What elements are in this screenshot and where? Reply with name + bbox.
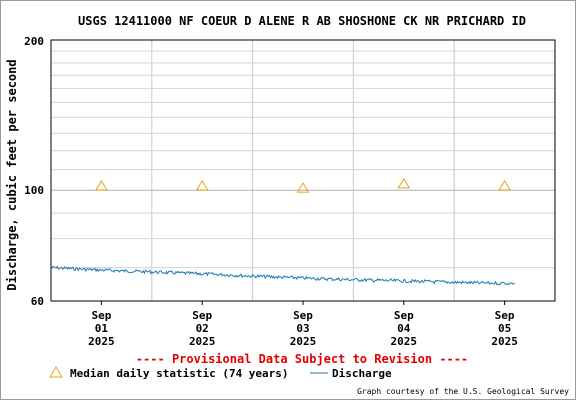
- x-tick-label: Sep: [394, 309, 414, 322]
- median-marker: [195, 180, 209, 191]
- median-marker: [296, 182, 310, 193]
- y-tick-60: 60: [31, 295, 44, 308]
- y-axis-label: Discharge, cubic feet per second: [5, 59, 19, 290]
- legend-median-label: Median daily statistic (74 years): [70, 367, 289, 380]
- plot-border: [50, 39, 556, 302]
- credit-text: Graph courtesy of the U.S. Geological Su…: [357, 387, 569, 396]
- legend-discharge-label: Discharge: [332, 367, 392, 380]
- y-tick-100: 100: [24, 184, 44, 197]
- x-tick-labels: Sep012025Sep022025Sep032025Sep042025Sep0…: [88, 301, 518, 348]
- chart-title: USGS 12411000 NF COEUR D ALENE R AB SHOS…: [78, 14, 526, 28]
- x-tick-label: 2025: [88, 335, 115, 348]
- x-tick-label: 2025: [491, 335, 518, 348]
- x-tick-label: 2025: [189, 335, 216, 348]
- x-tick-label: 2025: [290, 335, 317, 348]
- x-tick-label: 05: [498, 322, 511, 335]
- provisional-notice: ---- Provisional Data Subject to Revisio…: [136, 352, 468, 366]
- x-tick-label: 01: [95, 322, 109, 335]
- median-marker: [397, 177, 411, 189]
- y-tick-labels: 200 100 60: [24, 35, 44, 308]
- legend-median-marker: [49, 366, 63, 378]
- x-tick-label: Sep: [192, 309, 212, 322]
- legend: Median daily statistic (74 years) Discha…: [49, 366, 392, 380]
- x-tick-label: Sep: [91, 309, 111, 322]
- discharge-line: [50, 265, 515, 286]
- x-tick-label: 2025: [391, 335, 418, 348]
- x-tick-label: 03: [296, 322, 309, 335]
- y-tick-200: 200: [24, 35, 44, 48]
- series-layer: [50, 177, 515, 286]
- x-tick-label: 04: [397, 322, 411, 335]
- median-marker: [498, 180, 511, 191]
- median-marker: [95, 180, 108, 191]
- x-tick-label: Sep: [293, 309, 313, 322]
- grid-lines: [51, 40, 555, 301]
- x-tick-label: Sep: [495, 309, 515, 322]
- x-tick-label: 02: [196, 322, 209, 335]
